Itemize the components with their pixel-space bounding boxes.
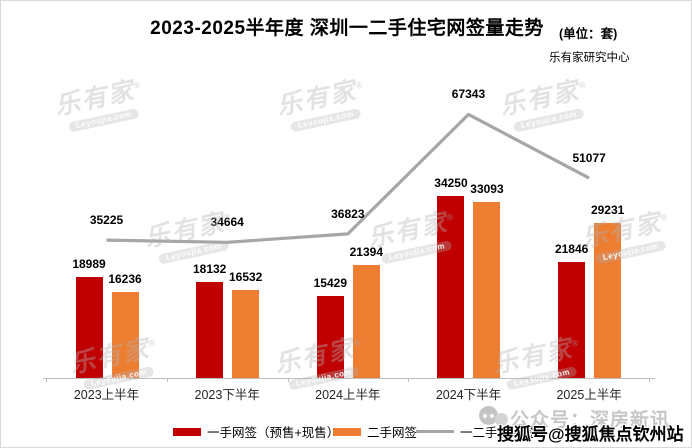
bar-一手网签（预售+现售） [196,281,224,378]
chart-title: 2023-2025半年度 深圳一二手住宅网签量走势 [150,18,544,39]
x-axis-label: 2024上半年 [315,387,381,402]
legend-label: 一手网签（预售+现售） [207,426,340,440]
line-value-label: 35225 [89,213,124,228]
bar-二手网签 [232,290,260,378]
unit-note: (单位：套) [559,27,618,41]
legend-bar-swatch [333,427,361,436]
legend-item-二手网签: 二手网签 [333,422,417,441]
bar-value-label: 18989 [72,257,106,272]
bar-value-label: 18132 [192,261,227,276]
bar-二手网签 [594,222,622,378]
bar-value-label: 15429 [313,276,347,291]
line-value-label: 51077 [572,151,606,166]
bar-一手网签（预售+现售） [75,277,103,378]
legend-item-一二手总网签: 一二手总网签 [416,422,535,441]
line-value-label: 67343 [451,87,486,102]
x-axis-tick [287,378,289,382]
x-axis-tick [408,378,410,382]
bar-value-label: 34250 [434,176,468,191]
bar-value-label: 29231 [590,202,625,217]
bar-value-label: 21394 [349,244,383,259]
sohu-watermark: 搜狐号@搜狐焦点钦州站 [497,425,684,444]
bar-二手网签 [111,291,139,378]
bar-value-label: 33093 [470,182,504,197]
bar-一手网签（预售+现售） [558,262,586,378]
source-label: 乐有家研究中心 [549,52,630,64]
bar-value-label: 16532 [228,270,263,285]
line-value-label: 36823 [331,206,365,221]
x-axis-label: 2024下半年 [435,387,502,402]
line-value-label: 34664 [210,215,244,230]
legend-item-一手网签（预售+现售）: 一手网签（预售+现售） [173,422,339,441]
x-axis-label: 2023下半年 [194,387,260,402]
legend-line-swatch [416,429,454,434]
wechat-watermark: 公众号：深房新讯 [510,410,671,431]
x-axis-label: 2023上半年 [73,387,140,402]
x-axis-tick [649,378,651,382]
title-row: 2023-2025半年度 深圳一二手住宅网签量走势 [1,13,691,40]
x-axis-line [43,378,655,379]
x-axis-tick [46,378,48,382]
bar-一手网签（预售+现售） [437,196,465,378]
x-axis-tick [166,378,168,382]
bar-value-label: 21846 [554,242,589,257]
bar-二手网签 [473,202,501,378]
legend-bar-swatch [173,427,201,436]
legend-label: 一二手总网签 [460,426,536,440]
bar-二手网签 [352,264,380,378]
legend-label: 二手网签 [367,426,418,440]
x-axis-tick [528,378,530,382]
bar-value-label: 16236 [108,271,142,286]
wechat-emoji-icon [476,404,512,428]
bar-一手网签（预售+现售） [316,296,344,378]
x-axis-label: 2025上半年 [556,387,622,402]
